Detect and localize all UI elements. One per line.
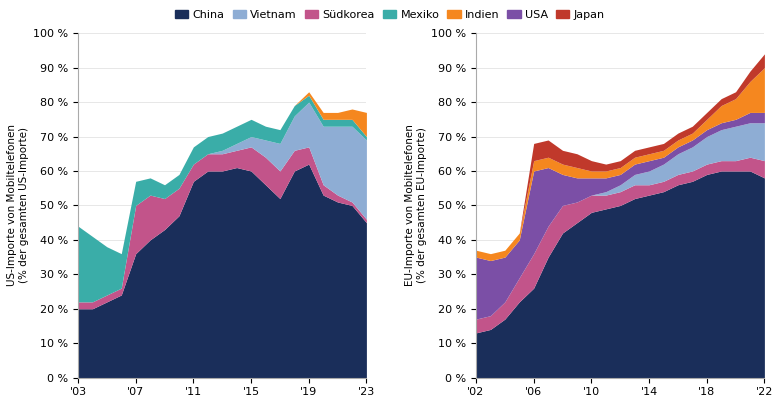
Legend: China, Vietnam, Südkorea, Mexiko, Indien, USA, Japan: China, Vietnam, Südkorea, Mexiko, Indien… (171, 5, 609, 24)
Y-axis label: EU-Importe von Mobiltelefonen
(% der gesamten EU-Importe): EU-Importe von Mobiltelefonen (% der ges… (406, 124, 427, 286)
Y-axis label: US-Importe von Mobiltelefonen
(% der gesamten US-Importe): US-Importe von Mobiltelefonen (% der ges… (7, 124, 29, 286)
